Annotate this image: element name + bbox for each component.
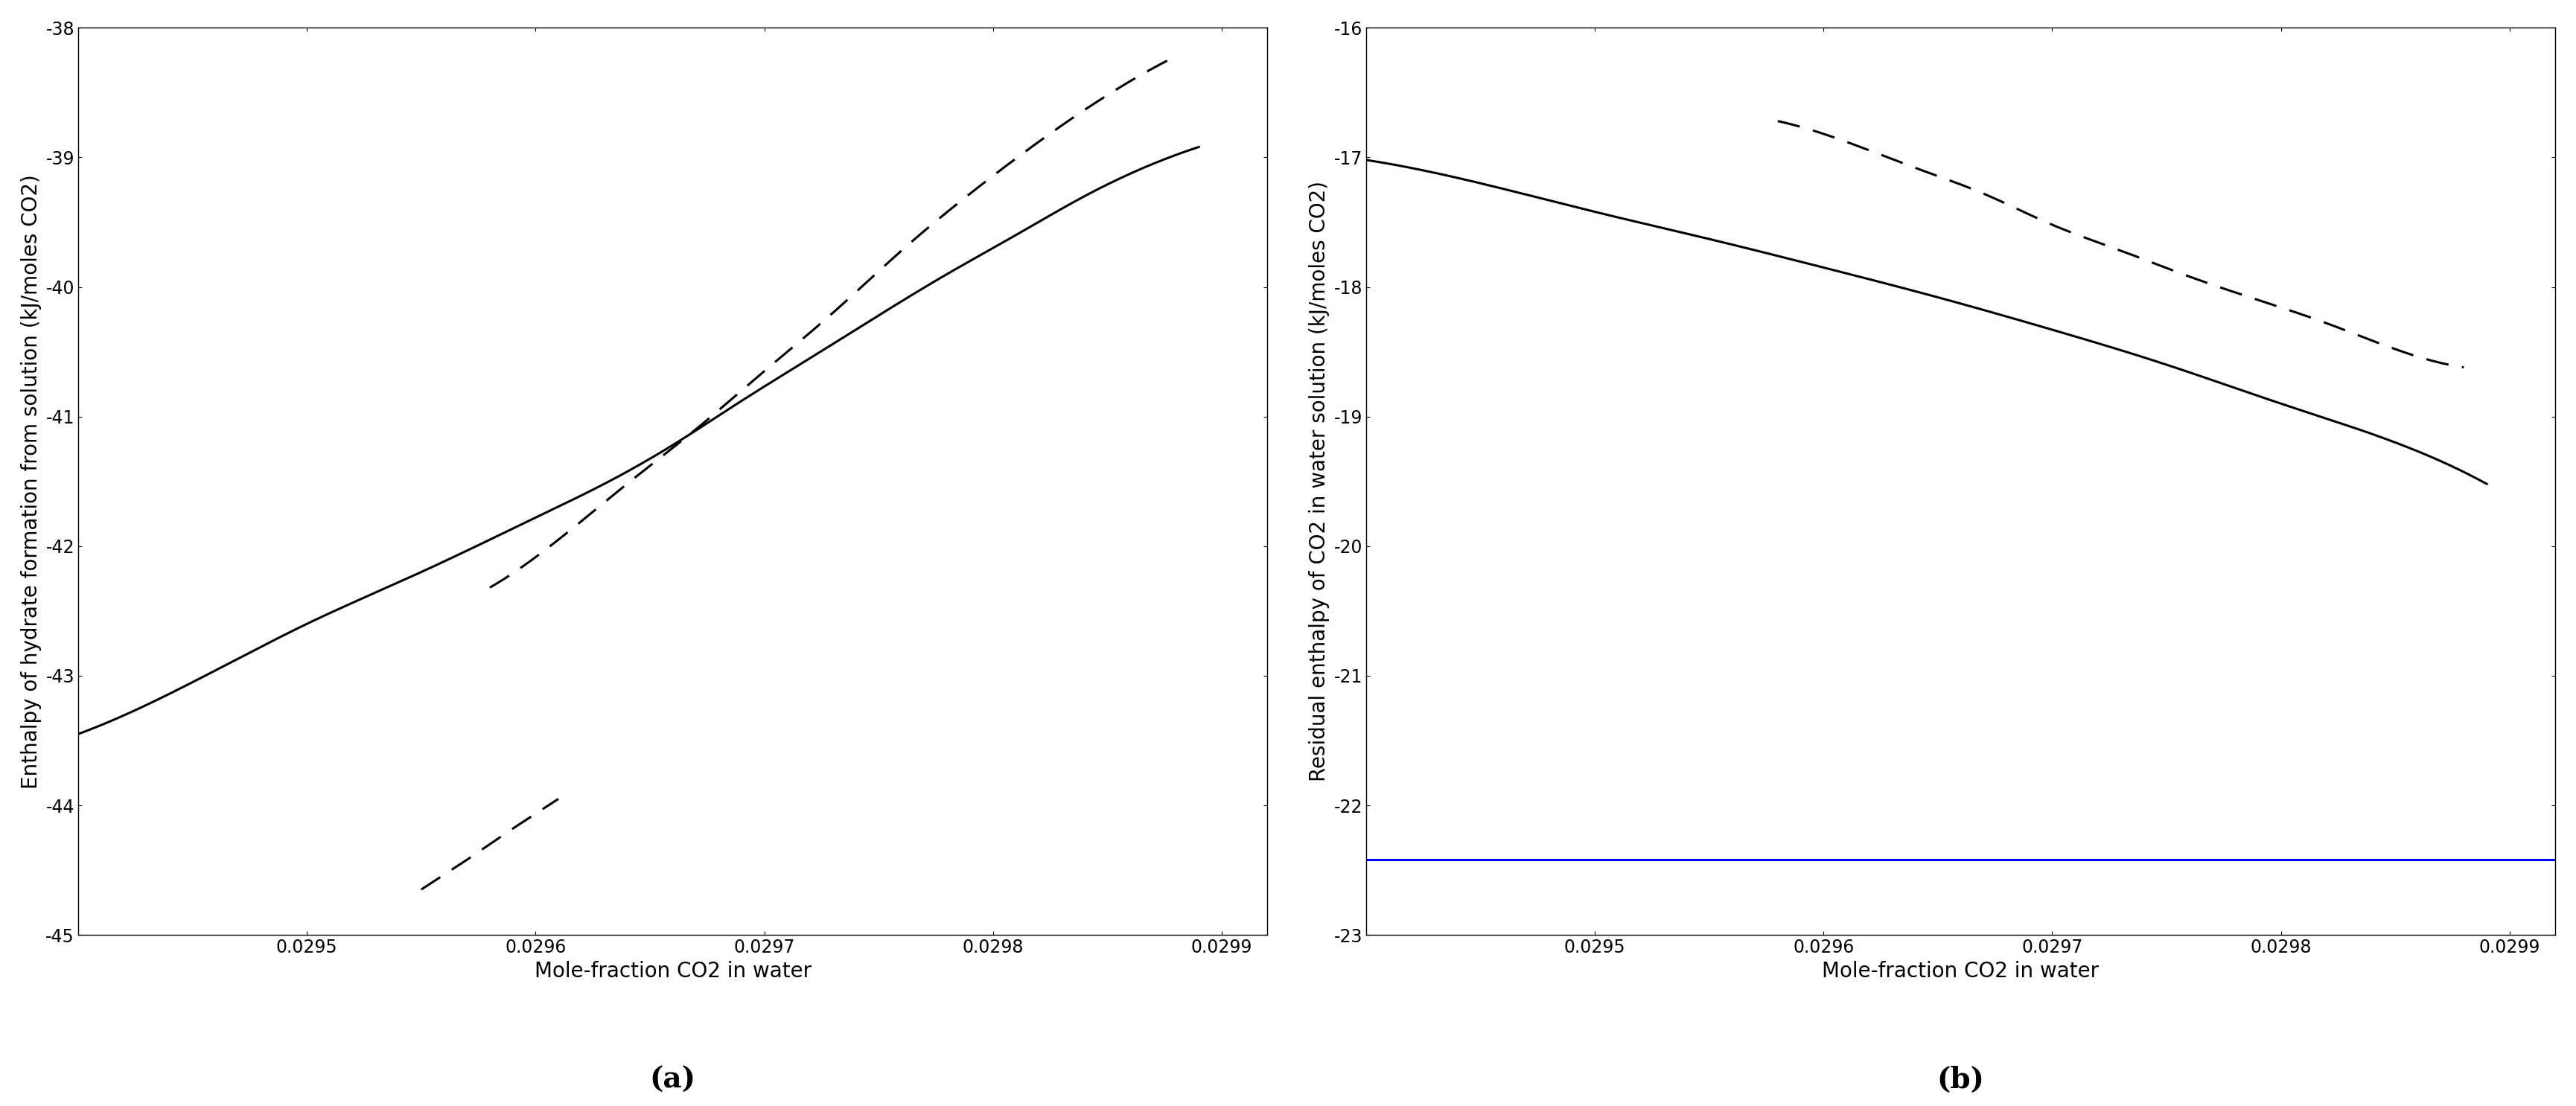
- Text: (a): (a): [649, 1066, 696, 1094]
- Y-axis label: Residual enthalpy of CO2 in water solution (kJ/moles CO2): Residual enthalpy of CO2 in water soluti…: [1309, 181, 1329, 782]
- Y-axis label: Enthalpy of hydrate formation from solution (kJ/moles CO2): Enthalpy of hydrate formation from solut…: [21, 174, 41, 789]
- Text: (b): (b): [1937, 1066, 1984, 1094]
- X-axis label: Mole-fraction CO2 in water: Mole-fraction CO2 in water: [1821, 960, 2099, 981]
- X-axis label: Mole-fraction CO2 in water: Mole-fraction CO2 in water: [533, 960, 811, 981]
